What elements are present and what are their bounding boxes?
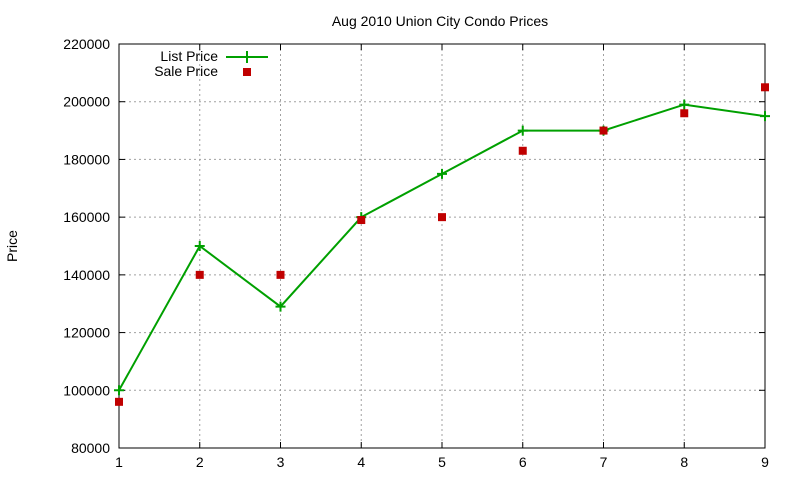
y-tick-label: 180000 bbox=[63, 151, 110, 167]
grid-layer bbox=[119, 44, 765, 448]
sale-price-point bbox=[438, 213, 446, 222]
x-tick-label: 5 bbox=[438, 454, 446, 470]
y-axis-label: Price bbox=[4, 230, 20, 262]
chart-title: Aug 2010 Union City Condo Prices bbox=[332, 13, 548, 29]
sale-price-point bbox=[115, 397, 123, 406]
legend: List Price Sale Price bbox=[154, 48, 268, 79]
list-price-point bbox=[760, 111, 770, 122]
ticks-layer: 80000 100000 120000 140000 160000 180000 20000… bbox=[63, 36, 769, 470]
x-tick-label: 7 bbox=[600, 454, 608, 470]
legend-marker-list-price bbox=[241, 51, 253, 63]
y-tick-label: 100000 bbox=[63, 382, 110, 398]
y-tick-label: 120000 bbox=[63, 325, 110, 341]
y-tick-label: 220000 bbox=[63, 36, 110, 52]
x-tick-label: 9 bbox=[761, 454, 769, 470]
y-tick-label: 140000 bbox=[63, 267, 110, 283]
sale-price-point bbox=[761, 83, 769, 92]
legend-label-sale-price: Sale Price bbox=[154, 63, 218, 79]
x-tick-label: 4 bbox=[357, 454, 365, 470]
y-tick-label: 200000 bbox=[63, 94, 110, 110]
legend-marker-sale-price bbox=[243, 68, 251, 76]
list-price-line bbox=[118, 103, 766, 391]
list-price-point bbox=[517, 125, 528, 136]
x-tick-label: 6 bbox=[519, 454, 527, 470]
list-price-point bbox=[679, 99, 690, 110]
sale-price-point bbox=[357, 216, 366, 225]
sale-price-point bbox=[195, 270, 204, 279]
list-price-point bbox=[194, 241, 205, 251]
list-price-point bbox=[275, 301, 286, 312]
x-tick-label: 3 bbox=[277, 454, 285, 470]
list-price-point bbox=[437, 168, 447, 179]
list-price-point bbox=[114, 385, 124, 396]
series-layer bbox=[114, 83, 770, 406]
x-tick-label: 1 bbox=[115, 454, 123, 470]
sale-price-point bbox=[276, 270, 285, 279]
sale-price-point bbox=[518, 146, 527, 155]
legend-label-list-price: List Price bbox=[160, 48, 218, 64]
y-tick-label: 160000 bbox=[63, 209, 110, 225]
y-tick-label: 80000 bbox=[71, 440, 110, 456]
x-tick-label: 8 bbox=[680, 454, 688, 470]
sale-price-point bbox=[599, 126, 608, 135]
sale-price-point bbox=[680, 109, 689, 118]
x-tick-label: 2 bbox=[196, 454, 204, 470]
